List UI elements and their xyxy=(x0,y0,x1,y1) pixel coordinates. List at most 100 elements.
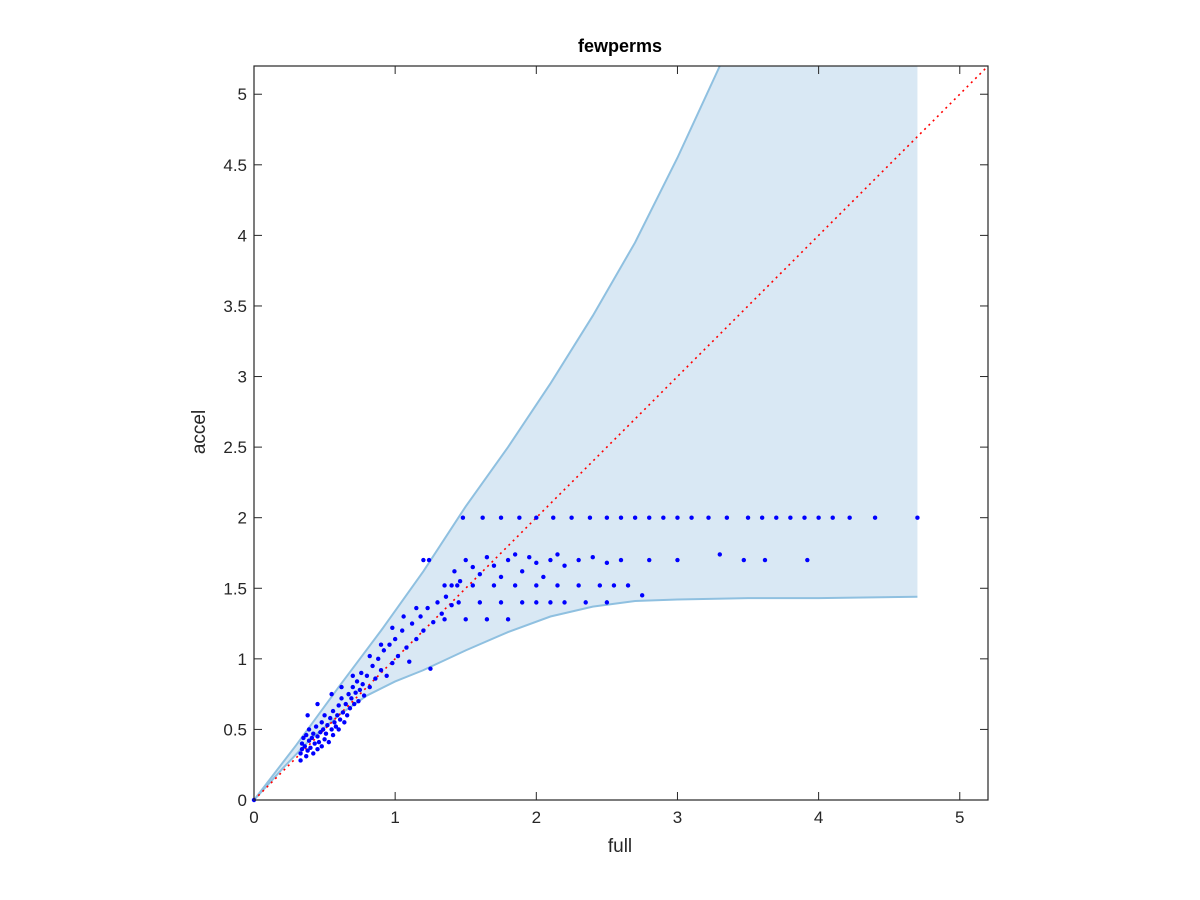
data-point xyxy=(741,557,747,563)
data-point xyxy=(390,660,395,666)
data-point xyxy=(301,735,306,741)
data-point xyxy=(762,557,768,563)
data-point xyxy=(421,557,426,563)
data-point xyxy=(323,731,329,736)
data-point xyxy=(305,748,310,753)
data-point xyxy=(378,642,384,647)
data-point xyxy=(512,583,518,588)
data-point xyxy=(527,555,532,560)
data-point xyxy=(343,701,348,707)
data-point xyxy=(425,605,430,611)
data-point xyxy=(435,600,440,605)
data-point xyxy=(661,515,666,520)
data-point xyxy=(480,515,485,520)
data-point xyxy=(418,614,423,619)
data-point xyxy=(505,617,511,622)
data-point xyxy=(308,745,313,750)
data-point xyxy=(353,690,358,695)
data-point xyxy=(449,603,454,608)
x-tick-label: 3 xyxy=(673,808,682,827)
data-point xyxy=(326,739,332,745)
data-point xyxy=(517,515,522,520)
data-point xyxy=(456,600,461,605)
data-point xyxy=(706,515,711,520)
data-point xyxy=(392,636,398,642)
data-point xyxy=(872,515,878,520)
data-point xyxy=(604,515,610,520)
data-point xyxy=(376,656,381,662)
data-point xyxy=(322,713,327,718)
band-lower-edge xyxy=(253,595,918,801)
data-point xyxy=(830,515,835,520)
data-point xyxy=(360,682,365,687)
y-tick-label: 5 xyxy=(238,85,247,104)
data-point xyxy=(328,715,333,721)
axes-box xyxy=(253,65,989,801)
data-point xyxy=(426,557,432,563)
data-point xyxy=(457,579,463,584)
data-point xyxy=(319,720,324,725)
data-point xyxy=(534,583,539,588)
x-tick-label: 0 xyxy=(249,808,258,827)
data-point xyxy=(330,708,336,714)
data-point xyxy=(387,642,392,647)
data-point xyxy=(298,758,303,763)
data-point xyxy=(332,720,337,725)
data-point xyxy=(915,515,920,520)
data-point xyxy=(724,515,730,520)
data-point xyxy=(304,754,309,759)
data-point xyxy=(312,741,317,746)
data-point xyxy=(847,515,852,520)
data-point xyxy=(625,583,631,588)
data-point xyxy=(315,734,320,739)
data-point xyxy=(576,557,581,563)
data-point xyxy=(587,515,593,520)
data-point xyxy=(647,515,652,520)
x-tick-label: 1 xyxy=(390,808,399,827)
data-point xyxy=(439,611,444,616)
data-point xyxy=(349,696,354,701)
data-point xyxy=(477,571,483,577)
x-tick-label: 4 xyxy=(814,808,823,827)
data-point xyxy=(346,691,351,697)
data-point xyxy=(611,583,617,588)
data-point xyxy=(576,583,581,588)
data-point xyxy=(534,600,539,605)
data-point xyxy=(364,673,370,678)
data-point xyxy=(311,751,316,756)
y-tick-label: 0 xyxy=(238,791,247,810)
chart-title: fewperms xyxy=(578,36,662,56)
data-point xyxy=(470,564,475,570)
data-point xyxy=(805,557,810,563)
data-point xyxy=(342,720,347,725)
plot-area: 0 1 2 3 4 5 0 0.5 1 1.5 2 2.5 3 3.5 4 4.5 5 xyxy=(223,65,989,827)
y-tick-label: 4.5 xyxy=(223,156,247,175)
data-point xyxy=(597,583,603,588)
y-tick-label: 0.5 xyxy=(223,720,247,739)
data-point xyxy=(315,746,320,752)
band-upper-edge xyxy=(253,65,721,801)
data-point xyxy=(318,730,323,735)
y-tick-label: 1 xyxy=(238,650,247,669)
data-point xyxy=(816,515,821,520)
data-point xyxy=(381,648,387,653)
data-point xyxy=(337,717,343,722)
data-point xyxy=(632,515,638,520)
data-point xyxy=(604,560,610,566)
data-point xyxy=(774,515,779,520)
data-point xyxy=(330,732,336,738)
data-point xyxy=(551,515,556,520)
data-point xyxy=(512,552,518,557)
data-point xyxy=(414,605,419,611)
data-point xyxy=(302,744,308,749)
data-point xyxy=(759,515,765,520)
data-point xyxy=(470,583,475,588)
data-point xyxy=(299,741,305,746)
y-axis-label: accel xyxy=(189,410,210,454)
data-point xyxy=(359,670,364,676)
data-point xyxy=(344,713,350,718)
data-point xyxy=(452,569,457,574)
data-point xyxy=(336,703,341,708)
data-point xyxy=(357,687,363,693)
